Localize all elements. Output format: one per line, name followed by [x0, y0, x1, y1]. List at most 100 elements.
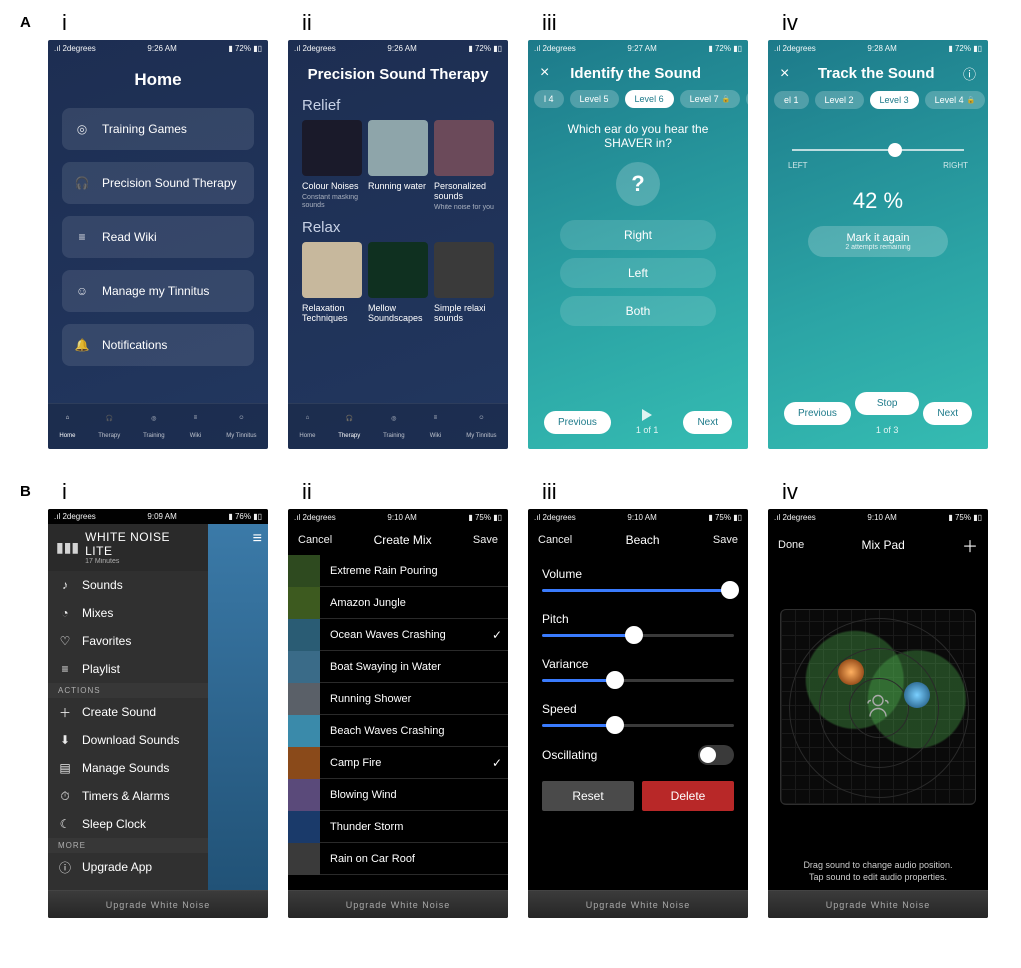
cancel-button[interactable]: Cancel [538, 534, 572, 546]
sidebar-item[interactable]: ♪Sounds [48, 571, 208, 599]
therapy-card[interactable]: Relaxation Techniques [302, 242, 362, 324]
next-button[interactable]: Next [683, 411, 732, 434]
menu-item-manage-tinnitus[interactable]: ☺ Manage my Tinnitus [62, 270, 254, 312]
sidebar-item[interactable]: ⓘUpgrade App [48, 853, 208, 881]
sound-row[interactable]: Beach Waves Crashing [288, 715, 508, 747]
menu-item-sound-therapy[interactable]: 🎧 Precision Sound Therapy [62, 162, 254, 204]
sound-row[interactable]: Rain on Car Roof [288, 843, 508, 875]
level-pill[interactable]: el 1 [774, 91, 809, 109]
sound-dot[interactable] [838, 659, 864, 685]
sound-row[interactable]: Amazon Jungle [288, 587, 508, 619]
menu-label: Manage my Tinnitus [102, 284, 209, 298]
tab-wiki[interactable]: ≡Wiki [187, 415, 203, 439]
level-pill[interactable]: Level 5 [570, 90, 619, 108]
hamburger-icon[interactable]: ≡ [247, 524, 268, 554]
therapy-card[interactable]: Simple relaxi sounds [434, 242, 494, 324]
sidebar-item[interactable]: ◔Mixes [48, 599, 208, 627]
sidebar-item[interactable]: ⏱Timers & Alarms [48, 782, 208, 810]
therapy-card[interactable]: Mellow Soundscapes [368, 242, 428, 324]
sound-dot[interactable] [904, 682, 930, 708]
phone-b-mixpad: .ıl 2degrees 9:10 AM ▮ 75% ▮▯ Done Mix P… [768, 509, 988, 918]
sidebar-icon: ⓘ [58, 860, 72, 874]
done-button[interactable]: Done [778, 539, 804, 551]
row-label-b: B [20, 479, 48, 500]
level-pill[interactable]: Level 6 [625, 90, 674, 108]
reset-button[interactable]: Reset [542, 781, 634, 811]
slider-track[interactable] [542, 634, 734, 637]
close-icon[interactable]: × [780, 65, 789, 83]
tab-training[interactable]: ◎Training [383, 415, 404, 439]
level-pill[interactable]: Lev [746, 90, 748, 108]
therapy-card[interactable]: Personalized soundsWhite noise for you [434, 120, 494, 211]
sound-row[interactable]: Running Shower [288, 683, 508, 715]
stop-button[interactable]: Stop [855, 392, 920, 415]
add-icon[interactable]: ＋ [962, 533, 978, 557]
slider-label: Volume [542, 567, 734, 581]
therapy-card[interactable]: Colour NoisesConstant masking sounds [302, 120, 362, 211]
play-icon[interactable] [642, 409, 652, 421]
sound-row[interactable]: Ocean Waves Crashing✓ [288, 619, 508, 651]
slider-thumb[interactable] [888, 143, 902, 157]
upgrade-footer[interactable]: Upgrade White Noise [768, 890, 988, 918]
sidebar-item[interactable]: ≡Playlist [48, 655, 208, 683]
sidebar-item[interactable]: ⬇Download Sounds [48, 726, 208, 754]
upgrade-footer[interactable]: Upgrade White Noise [528, 890, 748, 918]
close-icon[interactable]: × [540, 64, 549, 82]
slider-thumb[interactable] [721, 581, 739, 599]
tab-wiki[interactable]: ≡Wiki [427, 415, 443, 439]
slider-thumb[interactable] [606, 716, 624, 734]
menu-item-notifications[interactable]: 🔔 Notifications [62, 324, 254, 366]
tab-home[interactable]: ⌂Home [299, 415, 315, 439]
tab-training[interactable]: ◎Training [143, 415, 164, 439]
slider-track[interactable] [542, 589, 734, 592]
slider-track[interactable] [542, 679, 734, 682]
sidebar-item[interactable]: ＋Create Sound [48, 698, 208, 726]
oscillating-toggle[interactable] [698, 745, 734, 765]
radar-pad[interactable] [768, 565, 988, 849]
answer-button[interactable]: Both [560, 296, 716, 326]
pan-slider[interactable]: LEFT RIGHT [768, 109, 988, 170]
tab-therapy[interactable]: 🎧Therapy [98, 415, 120, 439]
card-row: Colour NoisesConstant masking soundsRunn… [288, 120, 508, 211]
sidebar-item[interactable]: ▤Manage Sounds [48, 754, 208, 782]
sound-row[interactable]: Thunder Storm [288, 811, 508, 843]
next-button[interactable]: Next [923, 402, 972, 425]
cancel-button[interactable]: Cancel [298, 534, 332, 546]
therapy-card[interactable]: Running water [368, 120, 428, 211]
sidebar-item[interactable]: ♡Favorites [48, 627, 208, 655]
panel-b-iii: iii .ıl 2degrees 9:10 AM ▮ 75% ▮▯ Cancel… [528, 479, 748, 918]
figure-row-b: B i .ıl 2degrees 9:09 AM ▮ 76% ▮▯ ▮▮▮ WH… [20, 479, 1001, 918]
tab-mytinnitus[interactable]: ☺My Tinnitus [466, 415, 496, 439]
answer-button[interactable]: Left [560, 258, 716, 288]
sound-row[interactable]: Blowing Wind [288, 779, 508, 811]
level-pill[interactable]: Level 2 [815, 91, 864, 109]
info-icon[interactable]: ⓘ [963, 64, 976, 83]
level-pill[interactable]: l 4 [534, 90, 564, 108]
upgrade-footer[interactable]: Upgrade White Noise [288, 890, 508, 918]
sidebar-item[interactable]: ☾Sleep Clock [48, 810, 208, 838]
level-pill[interactable]: Level 4🔒 [925, 91, 986, 109]
tab-mytinnitus[interactable]: ☺My Tinnitus [226, 415, 256, 439]
level-pill[interactable]: Level 3 [870, 91, 919, 109]
answer-button[interactable]: Right [560, 220, 716, 250]
tab-home[interactable]: ⌂Home [59, 415, 75, 439]
level-pill[interactable]: Level 7🔒 [680, 90, 741, 108]
tab-therapy[interactable]: 🎧Therapy [338, 415, 360, 439]
prev-button[interactable]: Previous [784, 402, 851, 425]
upgrade-footer[interactable]: Upgrade White Noise [48, 890, 268, 918]
save-button[interactable]: Save [473, 534, 498, 546]
sound-row[interactable]: Boat Swaying in Water [288, 651, 508, 683]
bottom-tabs: ⌂Home 🎧Therapy ◎Training ≡Wiki ☺My Tinni… [48, 403, 268, 449]
prev-button[interactable]: Previous [544, 411, 611, 434]
sound-row[interactable]: Extreme Rain Pouring [288, 555, 508, 587]
slider-thumb[interactable] [606, 671, 624, 689]
mark-button[interactable]: Mark it again 2 attempts remaining [808, 226, 948, 257]
slider-thumb[interactable] [625, 626, 643, 644]
sound-row[interactable]: Camp Fire✓ [288, 747, 508, 779]
menu-item-read-wiki[interactable]: ≡ Read Wiki [62, 216, 254, 258]
sidebar: ▮▮▮ WHITE NOISE LITE 17 Minutes ♪Sounds◔… [48, 524, 208, 918]
slider-track[interactable] [542, 724, 734, 727]
save-button[interactable]: Save [713, 534, 738, 546]
delete-button[interactable]: Delete [642, 781, 734, 811]
menu-item-training-games[interactable]: ◎ Training Games [62, 108, 254, 150]
